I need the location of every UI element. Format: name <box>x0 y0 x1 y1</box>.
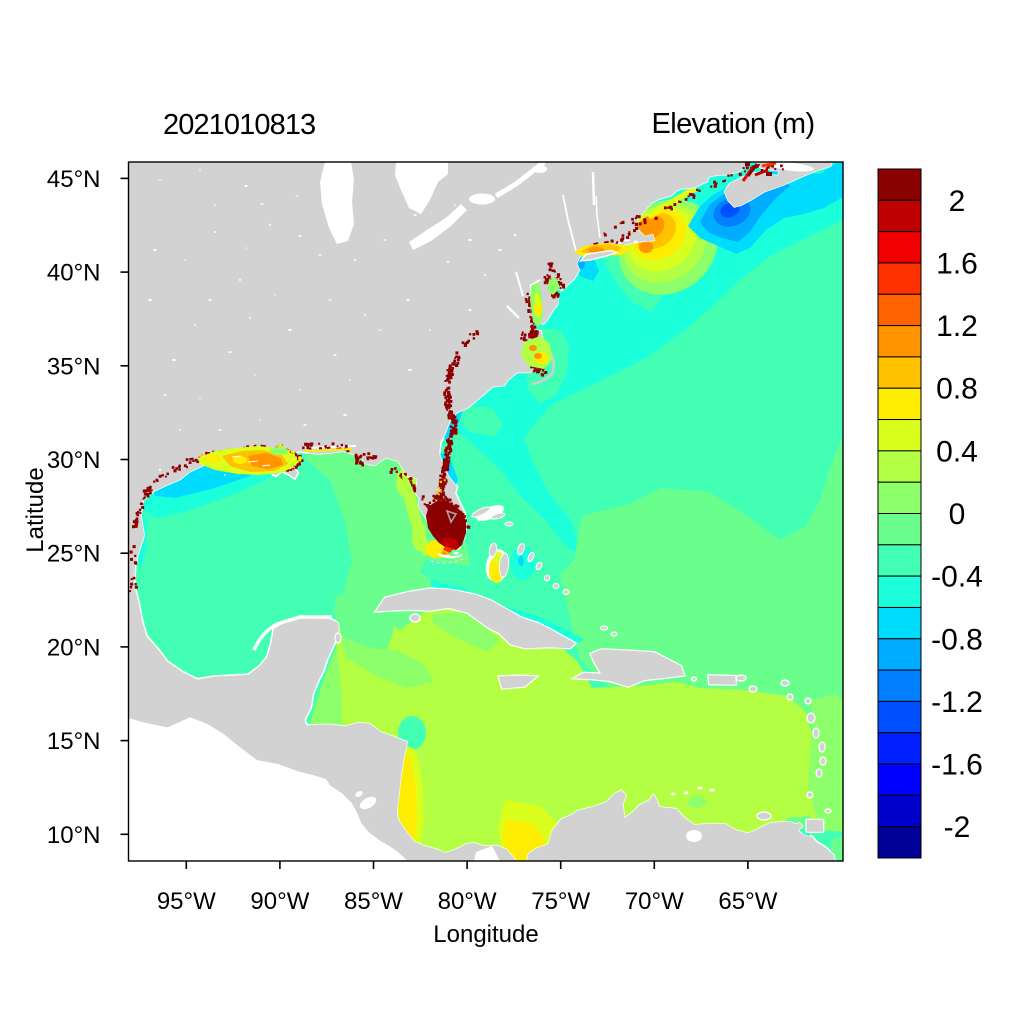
svg-text:0: 0 <box>949 498 966 531</box>
svg-text:-2: -2 <box>944 811 971 844</box>
svg-text:15°N: 15°N <box>47 728 101 755</box>
svg-text:-0.8: -0.8 <box>931 623 983 656</box>
svg-text:35°N: 35°N <box>47 353 101 380</box>
svg-text:10°N: 10°N <box>47 822 101 849</box>
svg-text:75°W: 75°W <box>531 888 590 915</box>
svg-text:Latitude: Latitude <box>22 467 49 552</box>
svg-text:45°N: 45°N <box>47 166 101 193</box>
svg-text:90°W: 90°W <box>250 888 309 915</box>
svg-text:65°W: 65°W <box>718 888 777 915</box>
svg-text:2021010813: 2021010813 <box>163 109 315 141</box>
svg-text:70°W: 70°W <box>625 888 684 915</box>
svg-text:1.6: 1.6 <box>936 248 978 281</box>
svg-text:2: 2 <box>949 185 966 218</box>
svg-text:20°N: 20°N <box>47 634 101 661</box>
svg-text:Longitude: Longitude <box>433 921 538 948</box>
svg-text:85°W: 85°W <box>344 888 403 915</box>
svg-text:0.8: 0.8 <box>936 373 978 406</box>
svg-text:80°W: 80°W <box>438 888 497 915</box>
svg-text:95°W: 95°W <box>157 888 216 915</box>
svg-text:1.2: 1.2 <box>936 310 978 343</box>
svg-text:-1.6: -1.6 <box>931 749 983 782</box>
svg-text:40°N: 40°N <box>47 260 101 287</box>
svg-text:30°N: 30°N <box>47 447 101 474</box>
svg-text:0.4: 0.4 <box>936 435 978 468</box>
svg-text:Elevation (m): Elevation (m) <box>651 108 814 140</box>
svg-text:-0.4: -0.4 <box>931 561 983 594</box>
svg-text:-1.2: -1.2 <box>931 686 983 719</box>
svg-text:25°N: 25°N <box>47 541 101 568</box>
